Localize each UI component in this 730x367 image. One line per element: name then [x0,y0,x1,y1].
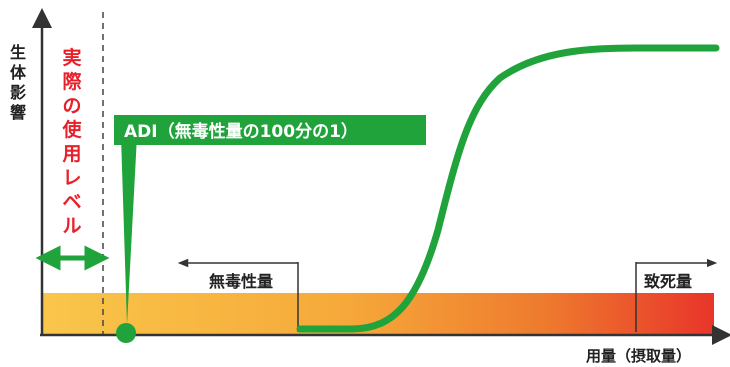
ylabel-char: 体 [10,63,27,82]
adi-point [116,323,136,343]
uselabel-char: 用 [62,143,81,165]
uselabel-char: ベ [62,191,81,213]
ylabel-char: 影 [10,83,26,102]
adi-label: ADI（無毒性量の100分の1） [124,121,358,142]
uselabel-char: 際 [62,70,82,93]
adi-callout-pointer [121,136,137,325]
uselabel-char: 使 [61,119,82,141]
uselabel-char: ル [62,215,81,237]
lethal-label: 致死量 [644,272,692,291]
uselabel-char: 実 [62,46,81,69]
x-axis-label: 用量（摂取量） [586,347,691,365]
dose-response-curve [296,44,720,333]
uselabel-char: の [62,95,81,117]
ylabel-char: 響 [10,103,26,122]
noael-label: 無毒性量 [209,272,273,291]
uselabel-char: レ [62,167,81,189]
adi-callout-box [114,115,426,145]
ylabel-char: 生 [10,43,26,62]
